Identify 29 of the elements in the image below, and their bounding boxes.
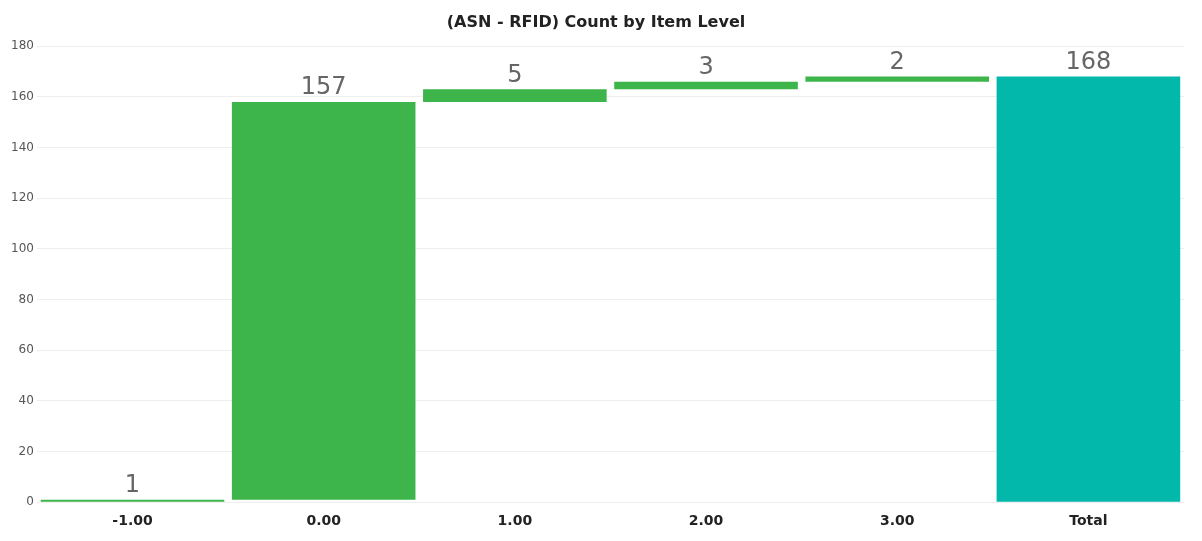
data-label: 3: [698, 51, 714, 80]
x-tick-label: -1.00: [112, 512, 153, 529]
x-tick-label: Total: [1069, 512, 1108, 529]
chart-title: (ASN - RFID) Count by Item Level: [446, 11, 746, 31]
y-tick-label: 40: [18, 392, 34, 407]
x-tick-label: 0.00: [306, 512, 342, 529]
y-tick-label: 120: [11, 190, 34, 205]
y-tick-label: 100: [11, 240, 34, 255]
y-tick-label: 20: [18, 443, 34, 458]
bar: [423, 89, 607, 102]
y-tick-label: 80: [18, 291, 34, 306]
y-tick-label: 160: [11, 88, 34, 103]
y-tick-label: 0: [26, 494, 34, 509]
x-tick-label: 2.00: [688, 512, 724, 529]
y-tick-label: 60: [18, 342, 34, 357]
y-tick-label: 140: [11, 139, 34, 154]
bar: [614, 81, 798, 90]
x-tick-label: 1.00: [497, 512, 533, 529]
x-tick-label: 3.00: [879, 512, 915, 529]
data-label: 1: [124, 469, 141, 498]
y-tick-label: 180: [11, 38, 34, 53]
bar: [996, 76, 1181, 502]
bar: [40, 499, 225, 502]
data-label: 2: [889, 46, 905, 75]
data-label: 157: [300, 72, 347, 101]
data-label: 5: [507, 59, 523, 88]
bar: [805, 76, 990, 82]
data-label: 168: [1065, 46, 1112, 75]
bar: [231, 101, 416, 500]
